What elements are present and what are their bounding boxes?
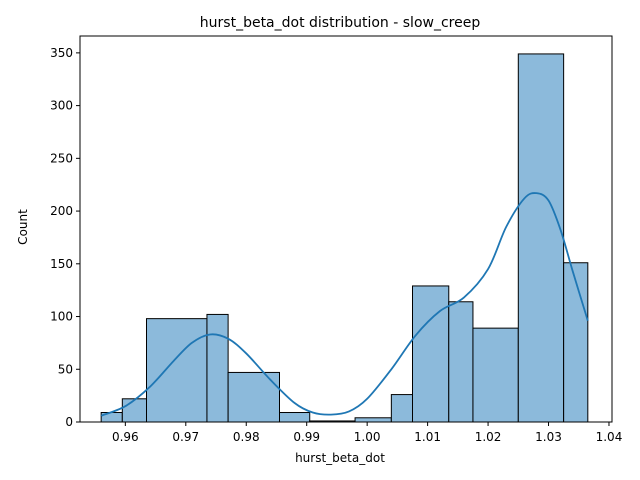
plot-frame (79, 35, 613, 423)
x-tick-label: 1.01 (414, 430, 441, 444)
y-tick-label: 100 (50, 310, 73, 324)
x-tick-label: 1.03 (535, 430, 562, 444)
histogram-bar (412, 285, 450, 423)
histogram-bar (206, 313, 229, 423)
histogram-bar (354, 417, 392, 423)
histogram-bar (279, 412, 311, 423)
histogram-bar (517, 53, 565, 423)
x-axis-label: hurst_beta_dot (295, 451, 385, 465)
x-tick-label: 1.00 (354, 430, 381, 444)
x-tick-label: 0.99 (293, 430, 320, 444)
y-tick-label: 300 (50, 99, 73, 113)
y-tick-label: 0 (65, 415, 73, 429)
bars-group (100, 53, 589, 423)
x-tick-label: 0.97 (172, 430, 199, 444)
x-axis-ticks: 0.96 0.97 0.98 0.99 1.00 1.01 1.02 1.03 1.04 (112, 422, 622, 444)
histogram-bar (563, 262, 589, 423)
y-tick-label: 200 (50, 204, 73, 218)
y-axis-label: Count (16, 209, 30, 245)
histogram-bar (448, 301, 474, 423)
x-tick-label: 0.96 (112, 430, 139, 444)
y-tick-label: 350 (50, 46, 73, 60)
histogram-bar (390, 394, 414, 423)
y-axis-ticks: 0 50 100 150 200 250 300 350 (50, 46, 80, 429)
y-tick-label: 50 (58, 362, 73, 376)
chart-title: hurst_beta_dot distribution - slow_creep (200, 15, 481, 31)
kde-line (100, 192, 589, 417)
histogram-bar (121, 398, 148, 423)
y-tick-label: 250 (50, 151, 73, 165)
x-tick-label: 1.02 (475, 430, 502, 444)
histogram-bar (472, 327, 519, 423)
histogram-bar (146, 318, 208, 423)
x-tick-label: 1.04 (596, 430, 623, 444)
y-tick-label: 150 (50, 257, 73, 271)
x-tick-label: 0.98 (233, 430, 260, 444)
histogram-bar (227, 371, 280, 423)
